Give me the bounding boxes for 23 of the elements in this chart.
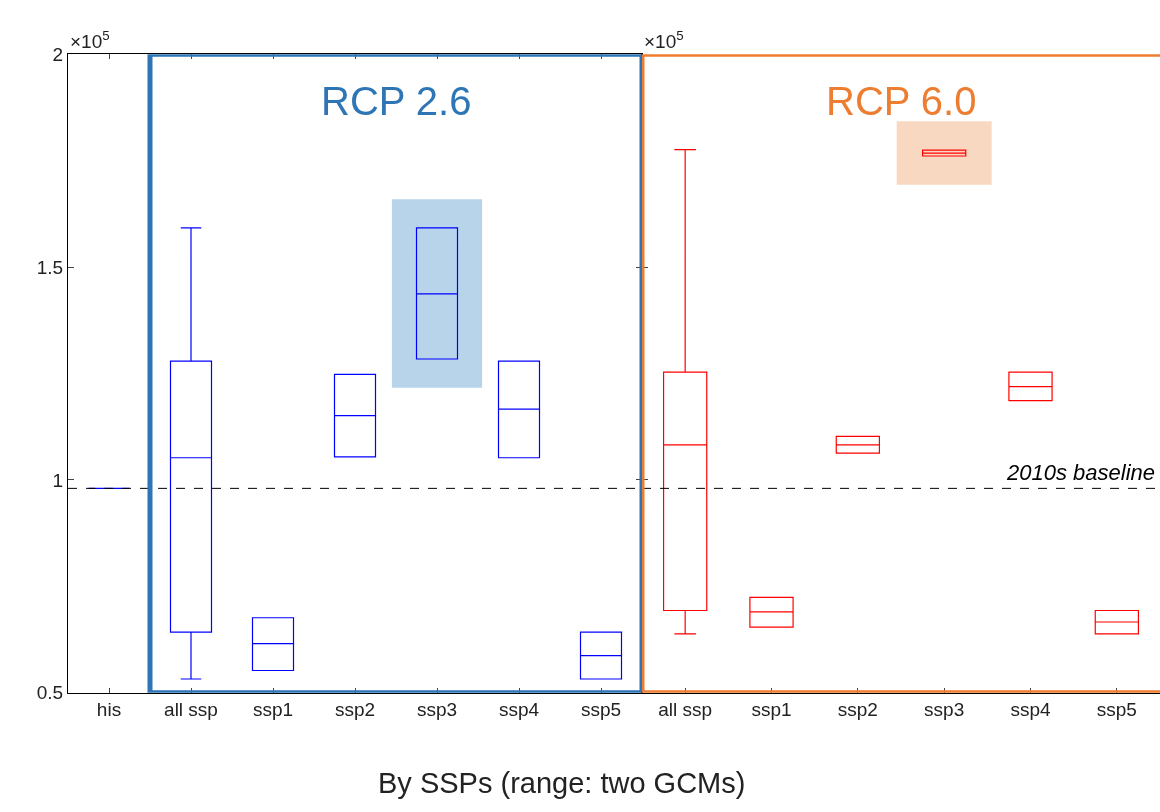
annotation: RCP 6.0	[826, 79, 977, 123]
y-tick-label: 1.5	[36, 256, 64, 278]
x-tick-label: ssp2	[837, 699, 878, 721]
text: ×10$^{5}$	[644, 28, 684, 52]
x-tick-label: ssp5	[580, 699, 622, 721]
text: ×10$^{5}$	[70, 28, 110, 52]
x-tick-label: ssp4	[498, 699, 540, 721]
y-tick-label: 1	[52, 469, 64, 491]
x-tick-label: ssp1	[252, 699, 294, 721]
x-axis-title: By SSPs (range: two GCMs)	[378, 767, 746, 799]
ref-line-label: 2010s baseline	[1006, 460, 1156, 485]
y-tick-label: 0.5	[36, 682, 64, 704]
x-tick-label: ssp4	[1010, 699, 1051, 721]
x-tick-label: ssp3	[924, 699, 965, 721]
x-tick-label: ssp2	[334, 699, 376, 721]
x-tick-label: his	[96, 699, 122, 721]
x-tick-label: all ssp	[658, 699, 713, 721]
x-tick-label: all ssp	[164, 699, 218, 721]
y-tick-label: 2	[52, 43, 64, 65]
x-tick-label: ssp3	[416, 699, 458, 721]
annotation: RCP 2.6	[321, 79, 472, 123]
x-tick-label: ssp5	[1096, 699, 1137, 721]
x-tick-label: ssp1	[751, 699, 792, 721]
